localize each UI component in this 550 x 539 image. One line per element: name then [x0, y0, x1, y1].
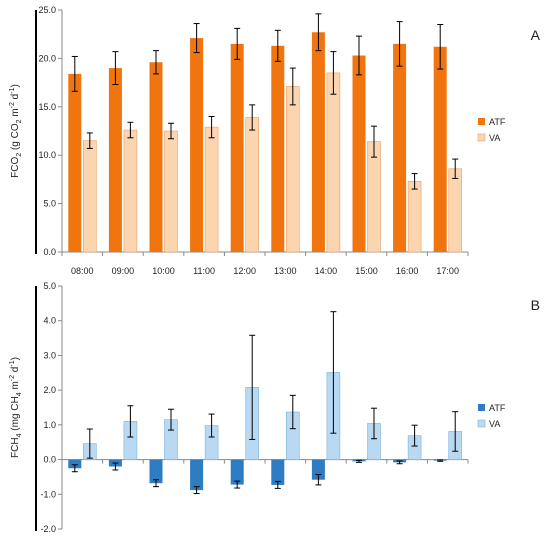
bar-atf-8 — [393, 43, 407, 252]
bar-va-2 — [164, 130, 178, 253]
legend-label-atf: ATF — [489, 403, 506, 413]
x-tick-label: 15:00 — [355, 266, 378, 276]
y-tick-label: 0.0 — [43, 455, 56, 465]
x-tick-label: 10:00 — [152, 266, 175, 276]
y-tick-label: 15.0 — [38, 102, 56, 112]
legend-label-atf: ATF — [489, 117, 506, 127]
bar-va-5 — [285, 86, 300, 253]
bar-va-4 — [245, 117, 259, 253]
bar-va-3 — [204, 126, 219, 253]
x-tick-label: 13:00 — [274, 266, 297, 276]
y-tick-label: 3.0 — [43, 350, 56, 360]
x-tick-label: 08:00 — [71, 266, 94, 276]
bar-va-6 — [326, 72, 341, 253]
panel-b: -2.0 -1.0 0.0 1.0 2.0 3.0 4.0 5.0 FCH4 (mg CH4 m… — [9, 281, 540, 534]
bar-atf-3 — [190, 38, 204, 253]
y-tick-label: -2.0 — [40, 524, 56, 534]
bar-atf-7 — [352, 55, 366, 252]
y-tick-label: -1.0 — [40, 489, 56, 499]
bar-atf-0 — [68, 73, 82, 252]
panel-label: A — [531, 27, 541, 43]
legend-swatch-atf — [478, 118, 485, 125]
y-tick-label: 20.0 — [38, 53, 56, 63]
bar-atf-6 — [311, 32, 325, 252]
x-tick-label: 14:00 — [315, 266, 338, 276]
x-tick-label: 17:00 — [436, 266, 459, 276]
panel-label: B — [531, 297, 540, 313]
bar-atf-0 — [68, 459, 82, 469]
bar-atf-2 — [149, 459, 163, 484]
bar-va-1 — [123, 129, 138, 253]
bar-atf-4 — [230, 43, 244, 252]
bar-atf-3 — [190, 459, 204, 491]
bar-va-7 — [367, 141, 381, 253]
bar-atf-9 — [433, 46, 447, 253]
x-tick-label: 16:00 — [396, 266, 419, 276]
legend-label-va: VA — [489, 133, 500, 143]
y-tick-label: 10.0 — [38, 150, 56, 160]
legend-swatch-atf — [478, 404, 485, 411]
bar-atf-4 — [230, 459, 244, 485]
legend-swatch-va — [477, 419, 486, 428]
bar-atf-6 — [311, 459, 325, 480]
y-tick-label: 25.0 — [38, 5, 56, 15]
bar-va-8 — [407, 181, 422, 253]
y-tick-label: 0.0 — [43, 247, 56, 257]
x-tick-label: 09:00 — [112, 266, 135, 276]
bar-atf-2 — [149, 62, 163, 252]
y-tick-label: 4.0 — [43, 316, 56, 326]
bar-va-0 — [83, 140, 97, 253]
legend-label-va: VA — [489, 419, 500, 429]
y-tick-label: 5.0 — [43, 199, 56, 209]
bar-atf-1 — [108, 68, 122, 252]
y-axis-label: FCO2 (g CO2 m-2 d-1) — [9, 84, 23, 178]
y-tick-label: 5.0 — [43, 281, 56, 291]
bar-va-9 — [448, 168, 463, 253]
y-tick-label: 2.0 — [43, 385, 56, 395]
y-axis-label: FCH4 (mg CH4 m-2 d-1) — [9, 357, 23, 458]
bar-atf-5 — [271, 45, 285, 252]
x-tick-label: 11:00 — [193, 266, 215, 276]
panel-a: 0.0 5.0 10.0 15.0 20.0 25.0 08:00 09:00 10:00 11:… — [9, 5, 541, 276]
legend-swatch-va — [477, 133, 486, 142]
y-tick-label: 1.0 — [43, 420, 56, 430]
x-tick-label: 12:00 — [233, 266, 256, 276]
bar-atf-5 — [271, 459, 285, 485]
